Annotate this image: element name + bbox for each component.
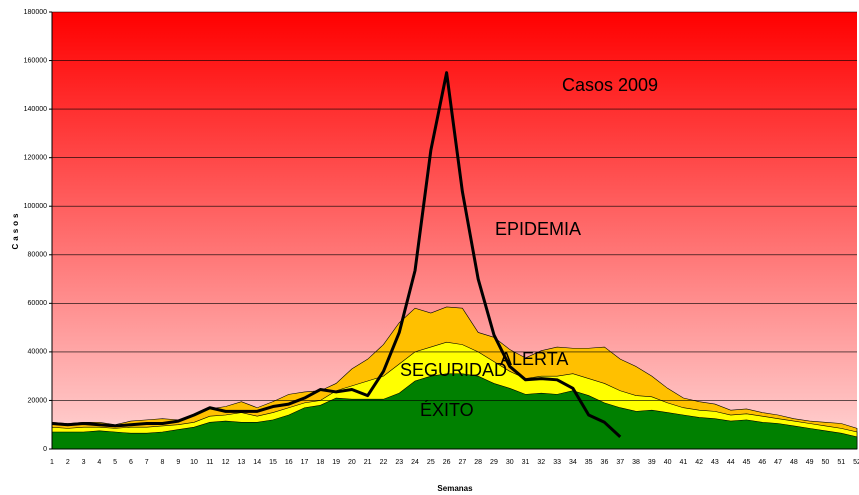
x-tick-label: 13	[238, 459, 246, 466]
x-tick-label: 9	[176, 459, 180, 466]
x-tick-label: 2	[66, 459, 70, 466]
x-tick-label: 12	[222, 459, 230, 466]
x-tick-label: 40	[664, 459, 672, 466]
x-tick-label: 51	[837, 459, 845, 466]
x-tick-label: 27	[458, 459, 466, 466]
x-tick-label: 10	[190, 459, 198, 466]
x-tick-label: 6	[129, 459, 133, 466]
x-tick-label: 52	[853, 459, 859, 466]
exito-label: ÉXITO	[420, 400, 474, 420]
x-tick-label: 25	[427, 459, 435, 466]
x-tick-label: 21	[364, 459, 372, 466]
x-tick-label: 34	[569, 459, 577, 466]
x-tick-label: 28	[474, 459, 482, 466]
x-tick-label: 17	[301, 459, 309, 466]
y-tick-label: 0	[43, 446, 47, 453]
x-tick-label: 39	[648, 459, 656, 466]
y-tick-label: 40000	[28, 349, 48, 356]
x-tick-label: 8	[161, 459, 165, 466]
x-tick-label: 22	[380, 459, 388, 466]
x-tick-label: 1	[50, 459, 54, 466]
x-tick-label: 50	[822, 459, 830, 466]
x-tick-label: 24	[411, 459, 419, 466]
y-axis-title: Casos	[11, 210, 20, 249]
x-tick-label: 4	[97, 459, 101, 466]
y-tick-label: 180000	[24, 9, 47, 16]
x-tick-label: 14	[253, 459, 261, 466]
y-tick-label: 160000	[24, 57, 47, 64]
x-axis-title: Semanas	[437, 484, 473, 493]
casos-label: Casos 2009	[562, 75, 658, 95]
x-tick-label: 42	[695, 459, 703, 466]
y-tick-label: 60000	[28, 300, 48, 307]
x-tick-label: 5	[113, 459, 117, 466]
x-tick-label: 19	[332, 459, 340, 466]
y-tick-label: 120000	[24, 155, 47, 162]
x-tick-label: 11	[206, 459, 213, 466]
epidemia-label: EPIDEMIA	[495, 219, 581, 239]
x-tick-label: 38	[632, 459, 640, 466]
x-tick-label: 35	[585, 459, 593, 466]
x-tick-label: 49	[806, 459, 814, 466]
x-tick-label: 31	[522, 459, 530, 466]
x-tick-label: 18	[316, 459, 324, 466]
x-tick-label: 36	[601, 459, 609, 466]
x-tick-label: 23	[395, 459, 403, 466]
y-tick-label: 20000	[28, 397, 48, 404]
x-tick-label: 41	[679, 459, 687, 466]
x-tick-label: 43	[711, 459, 719, 466]
x-tick-label: 32	[537, 459, 545, 466]
x-tick-label: 16	[285, 459, 293, 466]
x-tick-label: 7	[145, 459, 149, 466]
y-tick-label: 140000	[24, 106, 47, 113]
x-tick-label: 33	[553, 459, 561, 466]
seguridad-label: SEGURIDAD	[400, 360, 507, 380]
y-tick-label: 100000	[24, 203, 47, 210]
x-tick-label: 45	[743, 459, 751, 466]
x-tick-label: 30	[506, 459, 514, 466]
y-tick-label: 80000	[28, 252, 48, 259]
x-tick-label: 15	[269, 459, 277, 466]
x-tick-label: 20	[348, 459, 356, 466]
x-tick-label: 37	[616, 459, 624, 466]
x-tick-label: 48	[790, 459, 798, 466]
x-tick-label: 46	[758, 459, 766, 466]
x-tick-label: 44	[727, 459, 735, 466]
x-tick-label: 47	[774, 459, 782, 466]
x-tick-label: 26	[443, 459, 451, 466]
area	[51, 373, 858, 450]
line	[51, 71, 622, 438]
x-tick-label: 3	[82, 459, 86, 466]
alerta-label: ALERTA	[500, 349, 568, 369]
x-tick-label: 29	[490, 459, 498, 466]
